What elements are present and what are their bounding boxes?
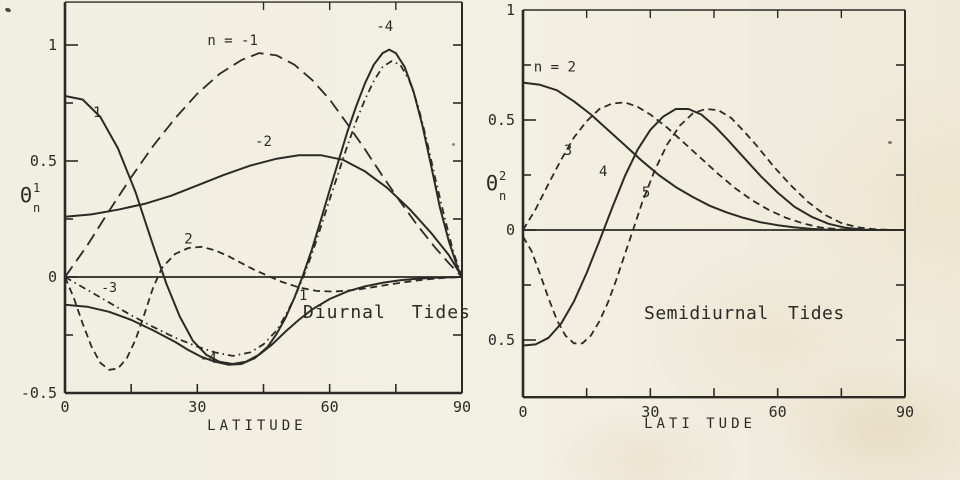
curve-n-5 xyxy=(522,108,905,345)
curve-label: 5 xyxy=(642,185,650,201)
curve-n-2 xyxy=(64,245,463,371)
curve-n--4 xyxy=(64,48,463,366)
y-tick-label: 0.5 xyxy=(488,111,515,129)
curve-n--2 xyxy=(64,154,463,278)
curve-label: n = 2 xyxy=(534,60,576,76)
curve-label: -3 xyxy=(101,281,117,296)
curve-label: -2 xyxy=(255,134,272,150)
curve-label: 3 xyxy=(564,143,572,159)
y-axis-title-sub: n xyxy=(33,201,40,215)
curve-n-2 xyxy=(522,81,905,231)
x-tick-label: 60 xyxy=(769,403,787,421)
x-axis-title: LATI TUDE xyxy=(644,416,756,432)
y-tick-label: 1 xyxy=(48,36,57,54)
curve-label: -4 xyxy=(200,351,217,367)
x-tick-label: 0 xyxy=(518,403,527,421)
y-tick-label: 0 xyxy=(506,221,515,239)
curve-n-4 xyxy=(522,108,905,347)
y-tick-label: 0 xyxy=(48,268,57,286)
y-axis-title: Θ xyxy=(20,183,32,207)
x-tick-label: 90 xyxy=(453,398,471,416)
scan-speck xyxy=(888,141,892,144)
y-axis-title-sup: 2 xyxy=(499,169,506,183)
y-tick-label: 0.5 xyxy=(30,152,57,170)
curve-label: 1 xyxy=(299,288,307,304)
y-tick-label: 1 xyxy=(506,1,515,19)
semidiurnal-tides-plot: 1 0.5 0 0.5 0 30 60 90 n = 2 3 4 5 LATI TUDE Θ 2 n xyxy=(486,1,914,432)
y-tick-label: 0.5 xyxy=(488,331,515,349)
diurnal-plot-title: Diurnal Tides xyxy=(303,302,471,323)
diurnal-tides-plot: 10.50-0.50 30 60 90n = -1-4-212-3 1-4LATITUD… xyxy=(20,1,471,434)
x-tick-label: 90 xyxy=(896,403,914,421)
semidiurnal-plot-title: Semidiurnal Tides xyxy=(644,303,845,324)
y-axis-title-sub: n xyxy=(499,189,506,203)
x-axis-title: LATITUDE xyxy=(207,418,306,434)
curve-label: n = -1 xyxy=(207,33,258,49)
y-axis-title-sup: 1 xyxy=(33,181,40,195)
x-tick-label: 30 xyxy=(188,398,206,416)
curve-label: 2 xyxy=(184,231,192,247)
curve-label: -4 xyxy=(376,19,393,35)
curve-n--1 xyxy=(64,52,463,278)
scan-speck xyxy=(452,143,455,146)
x-tick-label: 0 xyxy=(60,398,69,416)
curve-label: 4 xyxy=(599,164,607,180)
y-tick-label: -0.5 xyxy=(21,384,57,402)
y-axis-title: Θ xyxy=(486,171,498,195)
curve-n-3 xyxy=(522,101,905,231)
x-tick-label: 60 xyxy=(321,398,339,416)
x-tick-label: 30 xyxy=(641,403,659,421)
curve-label: 1 xyxy=(93,105,101,121)
